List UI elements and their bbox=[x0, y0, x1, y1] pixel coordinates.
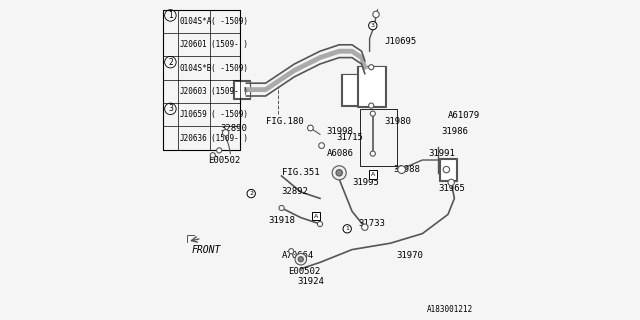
Bar bbox=[360, 109, 397, 166]
Text: J10659: J10659 bbox=[179, 110, 207, 119]
Text: A6086: A6086 bbox=[326, 149, 353, 158]
Text: E00502: E00502 bbox=[208, 156, 240, 164]
Text: A61079: A61079 bbox=[448, 111, 480, 120]
Circle shape bbox=[223, 130, 229, 136]
Text: 31980: 31980 bbox=[384, 117, 411, 126]
Text: 2: 2 bbox=[168, 58, 173, 67]
Text: 31924: 31924 bbox=[298, 277, 324, 286]
Text: ( -1509): ( -1509) bbox=[211, 110, 248, 119]
Text: A: A bbox=[371, 172, 375, 177]
Text: J20601: J20601 bbox=[179, 40, 207, 49]
Text: (1509- ): (1509- ) bbox=[211, 40, 248, 49]
Text: 32890: 32890 bbox=[221, 124, 248, 132]
Bar bbox=[234, 81, 250, 99]
Circle shape bbox=[443, 166, 449, 173]
Text: 1: 1 bbox=[345, 226, 349, 231]
Text: 3: 3 bbox=[371, 23, 375, 28]
Circle shape bbox=[295, 253, 307, 265]
Circle shape bbox=[398, 166, 406, 173]
Bar bbox=[312, 212, 321, 220]
Bar bbox=[369, 170, 377, 179]
Text: 2: 2 bbox=[249, 191, 253, 196]
Circle shape bbox=[289, 249, 294, 254]
Text: 0104S*B: 0104S*B bbox=[179, 63, 212, 73]
Circle shape bbox=[343, 225, 351, 233]
Bar bbox=[357, 66, 385, 107]
Text: 31988: 31988 bbox=[394, 165, 420, 174]
Circle shape bbox=[370, 151, 375, 156]
Text: ( -1509): ( -1509) bbox=[211, 63, 248, 73]
Text: J10695: J10695 bbox=[384, 37, 416, 46]
Text: 31991: 31991 bbox=[429, 149, 456, 158]
Circle shape bbox=[372, 11, 379, 18]
Text: J20603: J20603 bbox=[179, 87, 207, 96]
Text: 31733: 31733 bbox=[358, 220, 385, 228]
Circle shape bbox=[332, 166, 346, 180]
Text: 3: 3 bbox=[168, 104, 173, 113]
Text: FRONT: FRONT bbox=[192, 244, 221, 255]
Text: 0104S*A: 0104S*A bbox=[179, 17, 212, 26]
Bar bbox=[342, 75, 362, 105]
Text: E00502: E00502 bbox=[288, 268, 320, 276]
Circle shape bbox=[369, 65, 374, 70]
Text: A70664: A70664 bbox=[282, 252, 314, 260]
Text: 31970: 31970 bbox=[397, 252, 424, 260]
Circle shape bbox=[319, 143, 324, 148]
Text: 31918: 31918 bbox=[269, 216, 296, 225]
Circle shape bbox=[307, 125, 314, 131]
Text: 1: 1 bbox=[168, 11, 173, 20]
Bar bbox=[439, 158, 457, 181]
Text: (1509- ): (1509- ) bbox=[211, 133, 248, 143]
Circle shape bbox=[317, 221, 323, 227]
Text: 32892: 32892 bbox=[282, 188, 308, 196]
Circle shape bbox=[370, 111, 375, 116]
Text: FIG.351: FIG.351 bbox=[282, 168, 319, 177]
Text: J20636: J20636 bbox=[179, 133, 207, 143]
Bar bbox=[340, 74, 364, 106]
Circle shape bbox=[369, 21, 377, 30]
Circle shape bbox=[210, 153, 215, 158]
Circle shape bbox=[298, 257, 303, 262]
Circle shape bbox=[336, 170, 342, 176]
Circle shape bbox=[448, 179, 454, 186]
Bar bbox=[440, 159, 456, 180]
Bar bbox=[358, 67, 385, 106]
Text: 31986: 31986 bbox=[442, 127, 468, 136]
Text: A: A bbox=[314, 213, 318, 219]
Circle shape bbox=[216, 148, 222, 153]
Circle shape bbox=[247, 189, 255, 198]
Text: A183001212: A183001212 bbox=[428, 305, 474, 314]
Text: 31995: 31995 bbox=[352, 178, 379, 187]
Circle shape bbox=[369, 103, 374, 108]
Circle shape bbox=[279, 205, 284, 211]
Text: 31965: 31965 bbox=[438, 184, 465, 193]
Circle shape bbox=[362, 224, 368, 230]
Text: 31998: 31998 bbox=[326, 127, 353, 136]
Bar bbox=[233, 80, 250, 99]
Text: 31715: 31715 bbox=[336, 133, 363, 142]
Text: ( -1509): ( -1509) bbox=[211, 17, 248, 26]
Text: (1509- ): (1509- ) bbox=[211, 87, 248, 96]
Text: FIG.180: FIG.180 bbox=[266, 117, 303, 126]
